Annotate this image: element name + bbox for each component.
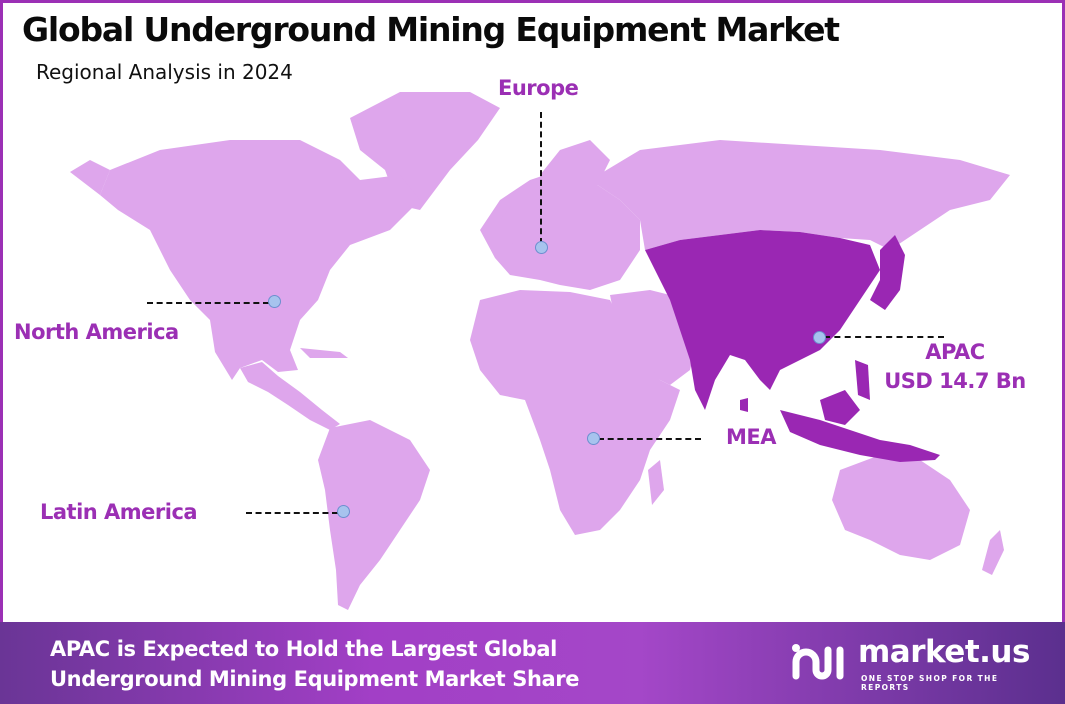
region-label-north-america: North America [14, 320, 179, 344]
europe-connector-line [540, 112, 542, 244]
footer-banner: APAC is Expected to Hold the Largest Glo… [0, 622, 1065, 704]
footer-statement: APAC is Expected to Hold the Largest Glo… [50, 634, 579, 694]
north-america-marker [268, 295, 281, 308]
region-label-europe: Europe [498, 76, 579, 100]
market-us-logo-icon [792, 644, 844, 680]
world-map [70, 92, 1010, 610]
apac-name: APAC [925, 340, 985, 364]
mea-marker [587, 432, 600, 445]
region-label-apac: APAC USD 14.7 Bn [880, 338, 1030, 396]
apac-connector-line [824, 336, 944, 338]
page-title: Global Underground Mining Equipment Mark… [22, 10, 840, 49]
region-label-mea: MEA [726, 425, 777, 449]
latin-america-marker [337, 505, 350, 518]
logo-tagline: ONE STOP SHOP FOR THE REPORTS [861, 674, 999, 692]
land-default [70, 92, 1010, 610]
mea-connector-line [598, 438, 701, 440]
market-us-logo: market.us ONE STOP SHOP FOR THE REPORTS [790, 634, 1050, 692]
logo-wordmark: market.us [858, 634, 1030, 670]
latin-america-connector-line [246, 512, 338, 514]
land-apac [645, 230, 940, 462]
footer-line-1: APAC is Expected to Hold the Largest Glo… [50, 637, 557, 661]
europe-marker [535, 241, 548, 254]
region-label-latin-america: Latin America [40, 500, 198, 524]
apac-marker [813, 331, 826, 344]
apac-value: USD 14.7 Bn [884, 369, 1026, 393]
footer-line-2: Underground Mining Equipment Market Shar… [50, 667, 580, 691]
page-subtitle: Regional Analysis in 2024 [36, 60, 293, 84]
north-america-connector-line [147, 302, 269, 304]
